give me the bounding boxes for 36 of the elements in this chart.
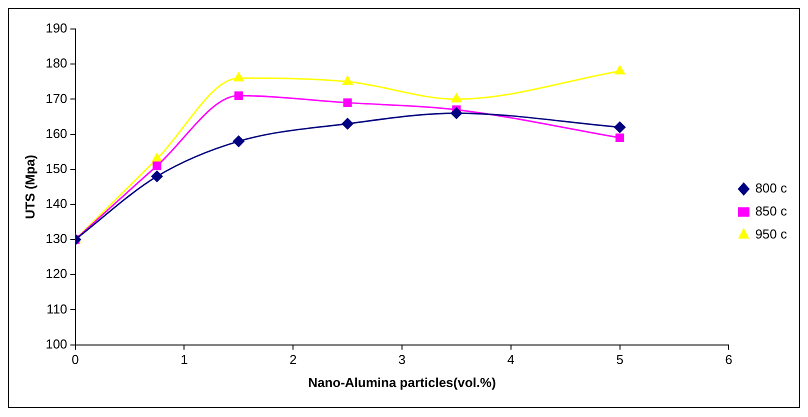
y-tick-label: 190 <box>46 20 68 36</box>
x-tick-label: 6 <box>725 352 732 368</box>
point <box>614 122 626 133</box>
x-tick-label: 3 <box>398 352 406 368</box>
y-tick-label: 130 <box>46 231 68 246</box>
x-axis-title: Nano-Alumina particles(vol.%) <box>308 374 496 390</box>
y-tick-label: 120 <box>46 266 68 282</box>
point <box>343 98 352 107</box>
x-tick-label: 4 <box>507 352 515 368</box>
point <box>234 91 243 100</box>
point <box>152 162 162 170</box>
legend-label: 950 c <box>755 226 788 242</box>
point <box>451 93 462 102</box>
y-tick-label: 160 <box>46 126 68 141</box>
x-tick-label: 2 <box>289 352 297 368</box>
x-tick-label: 0 <box>72 352 79 368</box>
point <box>342 76 353 85</box>
legend-label: 800 c <box>755 180 788 196</box>
y-tick-label: 110 <box>46 301 68 316</box>
point <box>342 118 354 130</box>
x-tick-label: 1 <box>180 352 188 368</box>
point <box>151 170 163 182</box>
y-tick-label: 140 <box>46 196 68 212</box>
y-tick-label: 170 <box>46 90 68 106</box>
y-tick-label: 100 <box>46 336 68 352</box>
y-axis-title: UTS (Mpa) <box>22 154 38 220</box>
point <box>232 136 244 148</box>
point <box>614 65 625 74</box>
point <box>450 107 462 119</box>
point <box>234 72 244 82</box>
x-tick-label: 5 <box>616 352 624 368</box>
legend-label: 850 c <box>755 204 788 219</box>
y-tick-label: 150 <box>46 160 68 176</box>
point <box>152 153 162 162</box>
point <box>616 133 624 142</box>
y-tick-label: 180 <box>46 56 68 71</box>
